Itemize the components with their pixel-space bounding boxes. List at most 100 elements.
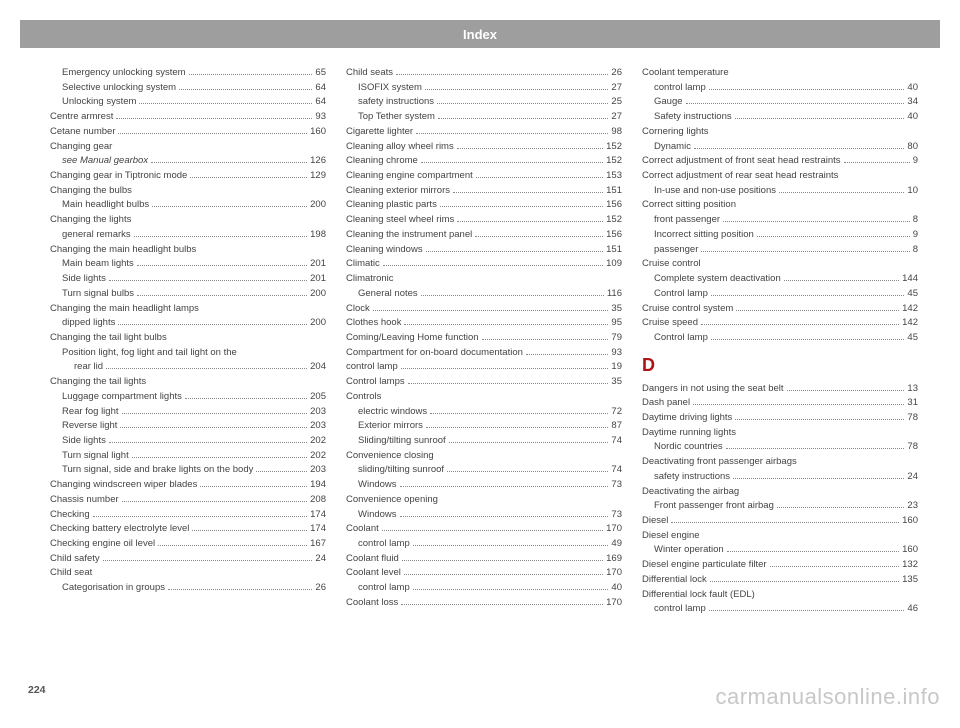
index-entry: Controls (346, 390, 622, 405)
page-number: 224 (28, 684, 46, 696)
entry-label: rear lid (74, 360, 103, 375)
entry-label: Safety instructions (654, 110, 732, 125)
leader-dots (735, 419, 904, 420)
entry-page: 80 (907, 140, 918, 155)
index-entry: electric windows72 (346, 405, 622, 420)
index-entry: Diesel160 (642, 514, 918, 529)
entry-page: 160 (902, 514, 918, 529)
entry-page: 27 (611, 81, 622, 96)
entry-page: 174 (310, 522, 326, 537)
leader-dots (416, 133, 608, 134)
leader-dots (103, 560, 313, 561)
entry-label: Clock (346, 302, 370, 317)
entry-label: Cleaning windows (346, 243, 423, 258)
leader-dots (401, 604, 603, 605)
leader-dots (482, 339, 609, 340)
entry-label: Differential lock fault (EDL) (642, 588, 755, 603)
header-title: Index (463, 27, 497, 42)
index-entry: Child seat (50, 566, 326, 581)
entry-label: Dangers in not using the seat belt (642, 382, 784, 397)
index-entry: Cleaning windows151 (346, 243, 622, 258)
entry-label: Compartment for on-board documentation (346, 346, 523, 361)
entry-page: 31 (907, 396, 918, 411)
entry-label: Cleaning the instrument panel (346, 228, 472, 243)
entry-label: Changing the tail lights (50, 375, 146, 390)
watermark: carmanualsonline.info (715, 684, 940, 710)
entry-label: Side lights (62, 434, 106, 449)
entry-label: Position light, fog light and tail light… (62, 346, 237, 361)
entry-page: 200 (310, 198, 326, 213)
entry-label: ISOFIX system (358, 81, 422, 96)
index-entry: Chassis number208 (50, 493, 326, 508)
entry-label: Deactivating the airbag (642, 485, 739, 500)
entry-label: Turn signal bulbs (62, 287, 134, 302)
entry-page: 72 (611, 405, 622, 420)
index-entry: Emergency unlocking system65 (50, 66, 326, 81)
entry-label: Child safety (50, 552, 100, 567)
leader-dots (844, 162, 910, 163)
entry-label: Child seats (346, 66, 393, 81)
index-entry: Coolant170 (346, 522, 622, 537)
entry-page: 26 (315, 581, 326, 596)
entry-label: Control lamp (654, 331, 708, 346)
index-entry: Winter operation160 (642, 543, 918, 558)
entry-label: control lamp (358, 537, 410, 552)
entry-label: Unlocking system (62, 95, 136, 110)
index-entry: Checking engine oil level167 (50, 537, 326, 552)
index-entry: Compartment for on-board documentation93 (346, 346, 622, 361)
index-entry: Luggage compartment lights205 (50, 390, 326, 405)
index-entry: Turn signal bulbs200 (50, 287, 326, 302)
index-entry: Categorisation in groups26 (50, 581, 326, 596)
entry-page: 45 (907, 287, 918, 302)
leader-dots (694, 148, 904, 149)
entry-label: sliding/tilting sunroof (358, 463, 444, 478)
index-entry: Child seats26 (346, 66, 622, 81)
leader-dots (701, 324, 899, 325)
leader-dots (402, 560, 603, 561)
leader-dots (118, 324, 307, 325)
index-entry: rear lid 204 (50, 360, 326, 375)
leader-dots (400, 486, 609, 487)
entry-label: Diesel engine particulate filter (642, 558, 767, 573)
leader-dots (179, 89, 312, 90)
leader-dots (122, 413, 308, 414)
index-entry: Changing the main headlight lamps (50, 302, 326, 317)
entry-page: 79 (611, 331, 622, 346)
index-entry: control lamp40 (346, 581, 622, 596)
leader-dots (413, 545, 609, 546)
entry-label: Checking (50, 508, 90, 523)
leader-dots (449, 442, 609, 443)
leader-dots (256, 471, 307, 472)
entry-page: 40 (907, 110, 918, 125)
entry-page: 78 (907, 411, 918, 426)
leader-dots (476, 177, 603, 178)
index-entry: Convenience closing (346, 449, 622, 464)
entry-label: Centre armrest (50, 110, 113, 125)
leader-dots (453, 192, 603, 193)
leader-dots (93, 516, 308, 517)
entry-page: 98 (611, 125, 622, 140)
entry-label: Correct adjustment of front seat head re… (642, 154, 841, 169)
entry-label: Turn signal, side and brake lights on th… (62, 463, 253, 478)
entry-page: 74 (611, 463, 622, 478)
entry-page: 142 (902, 302, 918, 317)
leader-dots (383, 265, 603, 266)
index-entry: Coming/Leaving Home function79 (346, 331, 622, 346)
entry-label: Deactivating front passenger airbags (642, 455, 797, 470)
index-entry: Daytime running lights (642, 426, 918, 441)
leader-dots (382, 530, 603, 531)
index-entry: Daytime driving lights78 (642, 411, 918, 426)
index-page: Index Emergency unlocking system65Select… (20, 20, 940, 617)
index-entry: Incorrect sitting position9 (642, 228, 918, 243)
entry-label: Main beam lights (62, 257, 134, 272)
leader-dots (421, 162, 603, 163)
entry-label: Changing the main headlight bulbs (50, 243, 196, 258)
entry-label: Changing windscreen wiper blades (50, 478, 197, 493)
leader-dots (408, 383, 609, 384)
entry-page: 204 (310, 360, 326, 375)
leader-dots (139, 103, 312, 104)
index-entry: Centre armrest93 (50, 110, 326, 125)
leader-dots (723, 221, 910, 222)
entry-page: 156 (606, 198, 622, 213)
entry-label: Chassis number (50, 493, 119, 508)
